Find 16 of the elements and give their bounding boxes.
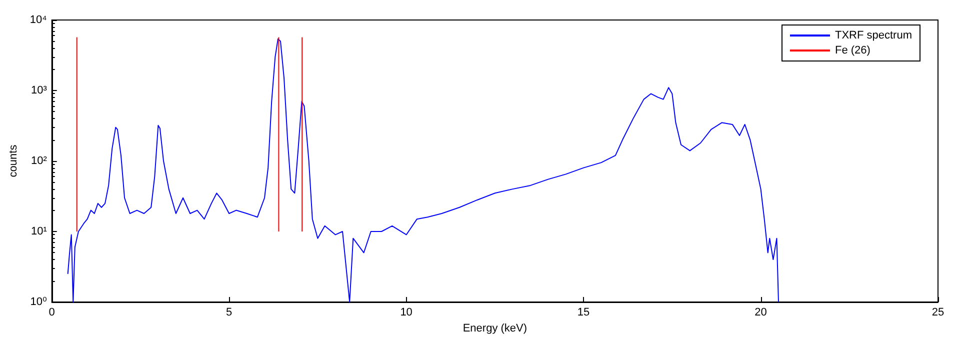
x-tick-label: 5	[226, 306, 232, 318]
x-tick-label: 25	[932, 306, 944, 318]
y-tick-label: 10⁴	[30, 14, 48, 26]
y-axis-title: counts	[8, 144, 20, 178]
x-tick-label: 10	[400, 306, 412, 318]
legend-label: TXRF spectrum	[834, 30, 912, 42]
x-tick-label: 15	[577, 306, 590, 318]
y-tick-label: 10¹	[30, 226, 48, 238]
y-tick-label: 10⁰	[30, 296, 48, 308]
y-tick-label: 10²	[30, 155, 48, 167]
x-tick-label: 0	[48, 306, 55, 318]
line-series	[67, 38, 779, 302]
legend-label: Fe (26)	[834, 44, 870, 56]
x-axis-title: Energy (keV)	[462, 322, 528, 334]
y-tick-label: 10³	[30, 84, 48, 96]
x-tick-label: 20	[754, 306, 767, 318]
